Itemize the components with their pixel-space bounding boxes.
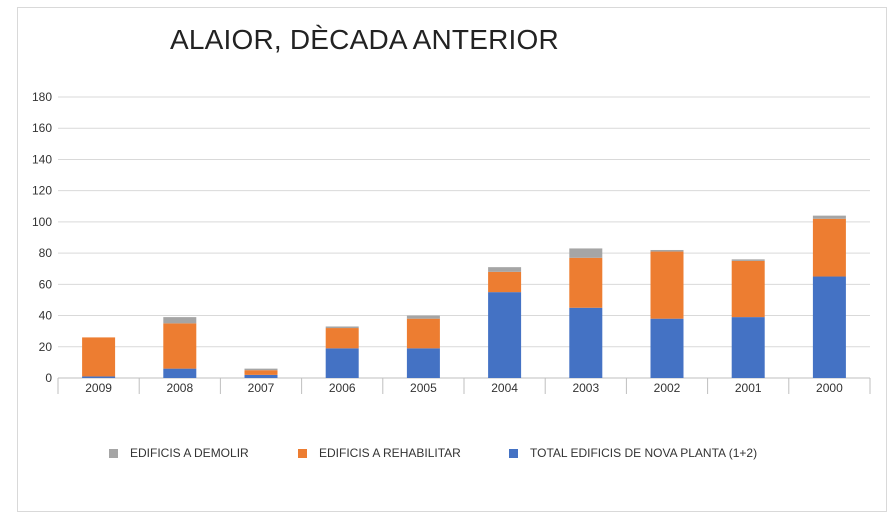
legend-item: TOTAL EDIFICIS DE NOVA PLANTA (1+2) — [509, 446, 757, 460]
y-tick-label: 180 — [32, 90, 52, 104]
legend-label: EDIFICIS A REHABILITAR — [319, 446, 461, 460]
bar-2002-series-0 — [650, 318, 684, 378]
x-tick-label: 2003 — [572, 381, 599, 395]
x-tick-label: 2009 — [85, 381, 112, 395]
y-tick-label: 40 — [39, 309, 53, 323]
x-tick-label: 2008 — [166, 381, 193, 395]
axes: 0 20 40 60 80 100 120 140 160 180 2009 2008 2007 2006… — [32, 90, 871, 395]
bar-2000-series-0 — [812, 276, 846, 378]
bar-2001-series-0 — [731, 317, 765, 378]
x-tick-label: 2002 — [654, 381, 681, 395]
bar-2008-series-2 — [163, 317, 197, 324]
bar-2001-series-2 — [731, 259, 765, 261]
bars — [82, 215, 846, 378]
bar-2009-series-1 — [82, 337, 116, 377]
y-tick-label: 100 — [32, 215, 52, 229]
bar-2005-series-1 — [406, 318, 440, 349]
y-tick-label: 60 — [39, 277, 53, 291]
bar-2003-series-0 — [569, 307, 603, 378]
bar-2006-series-2 — [325, 326, 359, 329]
x-tick-label: 2001 — [735, 381, 762, 395]
bar-2004-series-1 — [488, 271, 522, 293]
legend-item: EDIFICIS A DEMOLIR — [109, 446, 249, 460]
legend-swatch — [509, 448, 518, 458]
bar-2005-series-2 — [406, 315, 440, 319]
bar-2009-series-0 — [82, 376, 116, 378]
y-tick-label: 140 — [32, 152, 52, 166]
bar-2006-series-0 — [325, 348, 359, 378]
x-tick-label: 2007 — [248, 381, 275, 395]
bar-2001-series-1 — [731, 260, 765, 318]
bar-2003-series-2 — [569, 248, 603, 258]
y-tick-label: 0 — [45, 371, 52, 385]
chart-title: ALAIOR, DÈCADA ANTERIOR — [170, 24, 559, 55]
x-tick-label: 2006 — [329, 381, 356, 395]
legend-swatch — [298, 448, 307, 458]
bar-2000-series-1 — [812, 218, 846, 277]
x-tick-label: 2000 — [816, 381, 843, 395]
bar-2008-series-0 — [163, 368, 197, 378]
legend-item: EDIFICIS A REHABILITAR — [298, 446, 461, 460]
y-tick-label: 120 — [32, 184, 52, 198]
chart-legend: EDIFICIS A DEMOLIR EDIFICIS A REHABILITAR… — [0, 446, 896, 466]
bar-2004-series-0 — [488, 292, 522, 378]
bar-2007-series-1 — [244, 370, 278, 375]
bar-2006-series-1 — [325, 328, 359, 349]
bar-2000-series-2 — [812, 215, 846, 219]
bar-2008-series-1 — [163, 323, 197, 369]
bar-2004-series-2 — [488, 267, 522, 272]
y-tick-label: 80 — [39, 246, 53, 260]
bar-2007-series-0 — [244, 374, 278, 378]
x-tick-label: 2005 — [410, 381, 437, 395]
y-tick-label: 20 — [39, 340, 53, 354]
legend-swatch — [109, 448, 118, 458]
bar-2007-series-2 — [244, 368, 278, 371]
legend-label: TOTAL EDIFICIS DE NOVA PLANTA (1+2) — [530, 446, 758, 460]
x-tick-label: 2004 — [491, 381, 518, 395]
y-tick-label: 160 — [32, 121, 52, 135]
legend-label: EDIFICIS A DEMOLIR — [130, 446, 249, 460]
bar-2003-series-1 — [569, 257, 603, 308]
bar-2002-series-2 — [650, 249, 684, 252]
bar-2005-series-0 — [406, 348, 440, 378]
bar-2002-series-1 — [650, 251, 684, 319]
